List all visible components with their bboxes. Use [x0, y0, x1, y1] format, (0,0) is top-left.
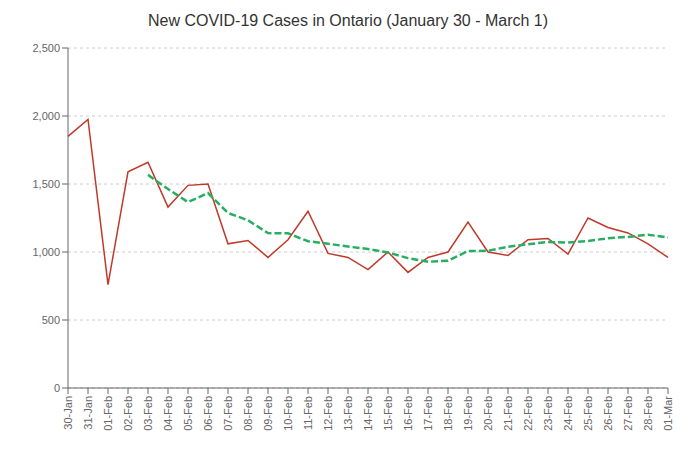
svg-text:12-Feb: 12-Feb [322, 396, 334, 431]
svg-text:07-Feb: 07-Feb [222, 396, 234, 431]
svg-text:14-Feb: 14-Feb [362, 396, 374, 431]
svg-text:08-Feb: 08-Feb [242, 396, 254, 431]
svg-text:05-Feb: 05-Feb [182, 396, 194, 431]
svg-text:09-Feb: 09-Feb [262, 396, 274, 431]
svg-text:500: 500 [42, 314, 60, 326]
html-text:New COVID-19 Cases in Ontario: New COVID-19 Cases in Ontario (January 3… [147, 12, 549, 29]
svg-text:17-Feb: 17-Feb [422, 396, 434, 431]
svg-text:2,000: 2,000 [32, 110, 60, 122]
svg-text:13-Feb: 13-Feb [342, 396, 354, 431]
svg-text:1,500: 1,500 [32, 178, 60, 190]
svg-text:18-Feb: 18-Feb [442, 396, 454, 431]
svg-text:01-Feb: 01-Feb [102, 396, 114, 431]
svg-text:20-Feb: 20-Feb [482, 396, 494, 431]
svg-text:25-Feb: 25-Feb [582, 396, 594, 431]
svg-text:03-Feb: 03-Feb [142, 396, 154, 431]
svg-text:21-Feb: 21-Feb [502, 396, 514, 431]
svg-text:26-Feb: 26-Feb [602, 396, 614, 431]
svg-text:10-Feb: 10-Feb [282, 396, 294, 431]
svg-text:2,500: 2,500 [32, 42, 60, 54]
svg-text:11-Feb: 11-Feb [302, 396, 314, 430]
svg-text:19-Feb: 19-Feb [462, 396, 474, 431]
svg-text:22-Feb: 22-Feb [522, 396, 534, 431]
svg-text:27-Feb: 27-Feb [622, 396, 634, 431]
svg-text:24-Feb: 24-Feb [562, 396, 574, 431]
svg-text:31-Jan: 31-Jan [82, 396, 94, 430]
svg-text:30-Jan: 30-Jan [62, 396, 74, 430]
svg-text:15-Feb: 15-Feb [382, 396, 394, 431]
svg-text:06-Feb: 06-Feb [202, 396, 214, 431]
svg-text:02-Feb: 02-Feb [122, 396, 134, 431]
svg-text:16-Feb: 16-Feb [402, 396, 414, 431]
svg-text:23-Feb: 23-Feb [542, 396, 554, 431]
svg-text:1,000: 1,000 [32, 246, 60, 258]
svg-text:28-Feb: 28-Feb [642, 396, 654, 431]
svg-text:01-Mar: 01-Mar [662, 396, 674, 431]
svg-text:0: 0 [54, 382, 60, 394]
svg-text:04-Feb: 04-Feb [162, 396, 174, 431]
